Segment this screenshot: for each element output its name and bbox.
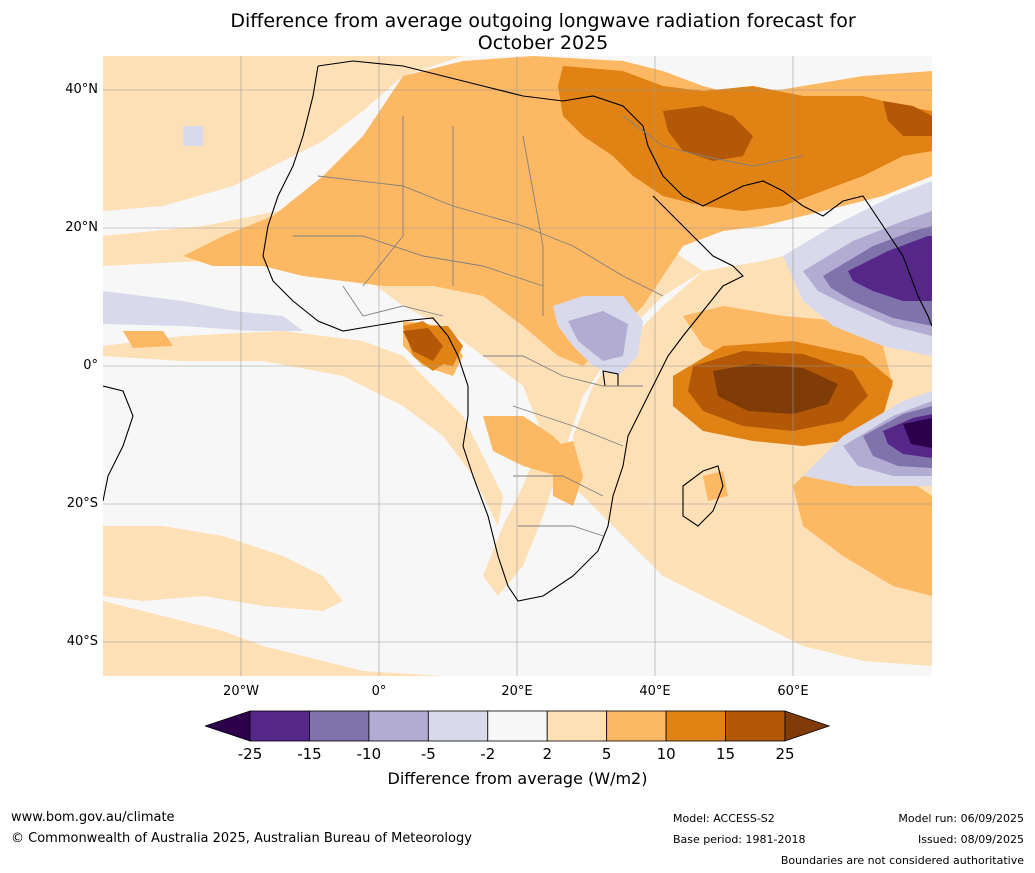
lon-label-20e: 20°E	[501, 684, 533, 699]
footer-base-period: Base period: 1981-2018	[673, 833, 806, 846]
colorbar-tick-label: -25	[237, 745, 263, 763]
colorbar-tick-label: 10	[656, 745, 676, 763]
footer-website: www.bom.gov.au/climate	[11, 810, 175, 825]
colorbar-label: Difference from average (W/m2)	[387, 769, 648, 788]
title-line-2: October 2025	[477, 32, 609, 54]
title-line-1: Difference from average outgoing longwav…	[230, 10, 856, 32]
lon-label-40e: 40°E	[639, 684, 671, 699]
colorbar-swatch	[368, 710, 429, 742]
map-panel	[103, 56, 932, 676]
colorbar-tick-label: -15	[297, 745, 322, 763]
colorbar-swatch	[309, 710, 370, 742]
lon-label-20w: 20°W	[223, 684, 259, 699]
country-borders	[293, 115, 804, 537]
footer-issued: Issued: 08/09/2025	[917, 833, 1024, 846]
colorbar-swatch	[427, 710, 489, 742]
contour-above-25	[713, 364, 838, 414]
coastlines	[103, 60, 932, 602]
contour-below-minus-25	[903, 418, 932, 448]
colorbar-tick-label: 25	[775, 745, 795, 763]
lat-label-20s: 20°S	[66, 496, 98, 511]
colorbar-tick-label: -10	[356, 745, 382, 763]
colorbar-swatch	[546, 710, 608, 742]
footer-model: Model: ACCESS-S2	[673, 812, 775, 825]
colorbar-swatch	[249, 710, 310, 742]
lat-label-0: 0°	[83, 358, 98, 373]
colorbar-tick-label: -5	[420, 745, 436, 763]
lon-label-0: 0°	[371, 684, 387, 699]
colorbar	[203, 710, 831, 748]
gridlines	[103, 56, 932, 676]
footer-disclaimer: Boundaries are not considered authoritat…	[780, 854, 1024, 867]
colorbar-tick-label: -2	[480, 745, 496, 763]
lat-label-40n: 40°N	[65, 82, 98, 97]
colorbar-tick-label: 15	[716, 745, 736, 763]
colorbar-arrow-high	[784, 710, 831, 742]
lat-label-20n: 20°N	[65, 220, 98, 235]
lon-label-60e: 60°E	[777, 684, 809, 699]
map-title: Difference from average outgoing longwav…	[0, 10, 1035, 54]
colorbar-arrow-low	[203, 710, 251, 742]
colorbar-swatch	[665, 710, 726, 742]
colorbar-swatch	[725, 710, 786, 742]
colorbar-swatch	[606, 710, 667, 742]
colorbar-tick-label: 5	[601, 745, 612, 763]
colorbar-swatch	[487, 710, 548, 742]
lat-label-40s: 40°S	[66, 634, 98, 649]
footer-copyright: © Commonwealth of Australia 2025, Austra…	[11, 831, 472, 846]
colorbar-svg	[203, 710, 831, 742]
olr-anomaly-map	[103, 56, 932, 676]
footer-model-run: Model run: 06/09/2025	[898, 812, 1024, 825]
colorbar-tick-label: 2	[542, 745, 552, 763]
